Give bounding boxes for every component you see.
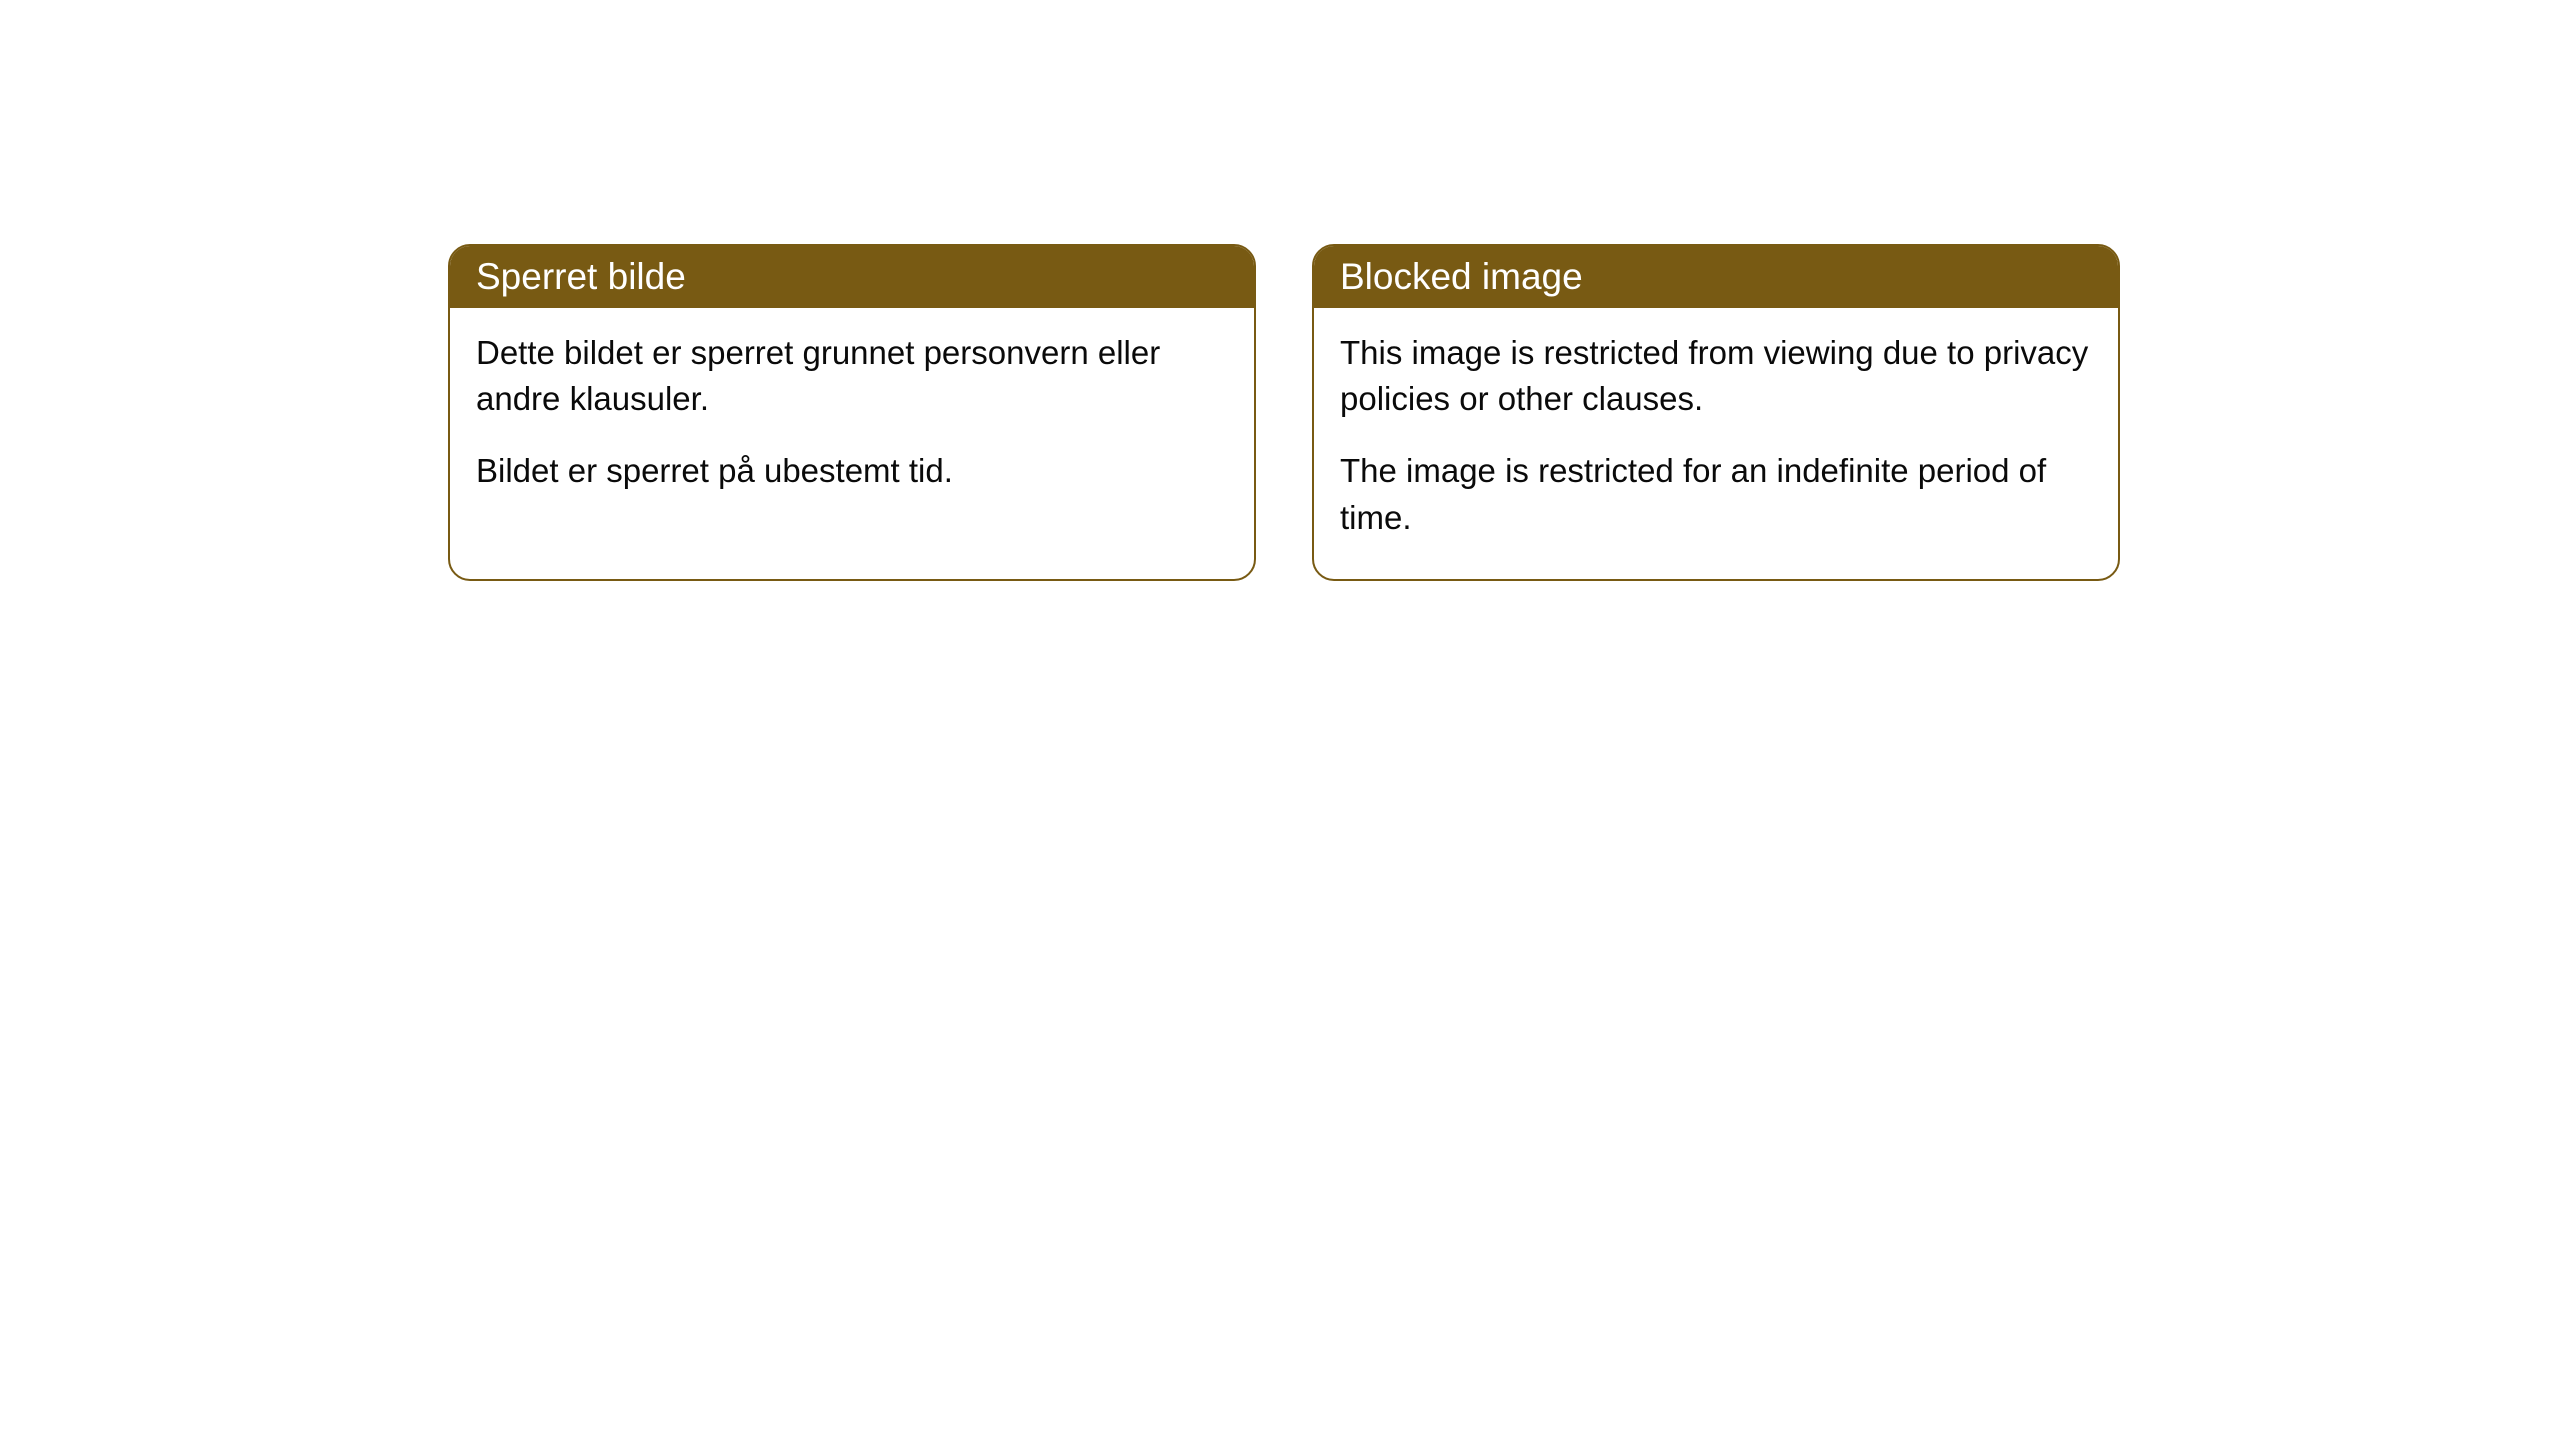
card-text-norwegian-2: Bildet er sperret på ubestemt tid. xyxy=(476,448,1228,494)
card-body-norwegian: Dette bildet er sperret grunnet personve… xyxy=(450,308,1254,533)
notice-card-norwegian: Sperret bilde Dette bildet er sperret gr… xyxy=(448,244,1256,581)
notice-card-english: Blocked image This image is restricted f… xyxy=(1312,244,2120,581)
card-text-norwegian-1: Dette bildet er sperret grunnet personve… xyxy=(476,330,1228,422)
card-text-english-2: The image is restricted for an indefinit… xyxy=(1340,448,2092,540)
notice-cards-container: Sperret bilde Dette bildet er sperret gr… xyxy=(448,244,2120,581)
card-text-english-1: This image is restricted from viewing du… xyxy=(1340,330,2092,422)
card-header-norwegian: Sperret bilde xyxy=(450,246,1254,308)
card-body-english: This image is restricted from viewing du… xyxy=(1314,308,2118,579)
card-header-english: Blocked image xyxy=(1314,246,2118,308)
card-title-norwegian: Sperret bilde xyxy=(476,256,686,297)
card-title-english: Blocked image xyxy=(1340,256,1583,297)
